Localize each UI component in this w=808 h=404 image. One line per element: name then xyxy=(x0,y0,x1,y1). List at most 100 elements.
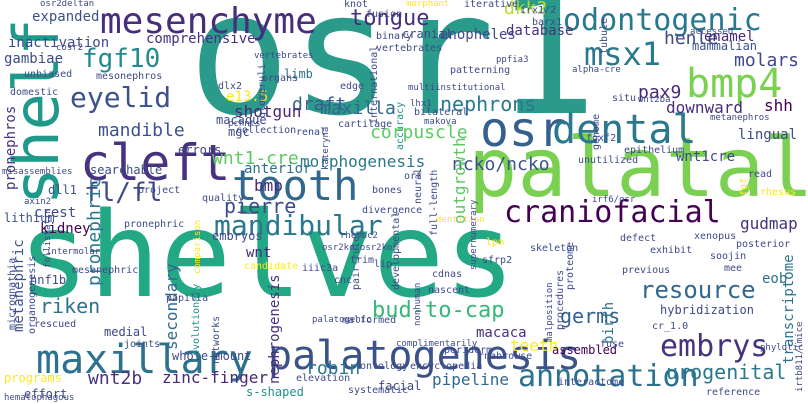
word-bmp: bmp xyxy=(254,176,283,195)
word-s-shaped: s-shaped xyxy=(246,385,304,399)
word-follistatin: follistatin xyxy=(43,208,53,268)
word-mgc: mgc xyxy=(228,125,250,139)
word-full-length: full-length xyxy=(429,169,440,236)
word-lithium: lithium xyxy=(4,211,55,225)
word-elevation: elevation xyxy=(296,373,351,384)
word-periderm: periderm xyxy=(444,345,493,356)
word-ontology: ontology xyxy=(360,361,409,372)
word-dentition: dentition xyxy=(436,215,485,225)
word-hnf1b: hnf1b xyxy=(30,273,67,287)
word-supernumerary: supernumerary xyxy=(469,199,479,270)
word-limb: limb xyxy=(284,67,313,81)
word-maxillary: maxillary xyxy=(36,337,253,383)
word-previous: previous xyxy=(622,265,671,276)
word-bud-to-cap: bud-to-cap xyxy=(372,298,505,323)
word-medial: medial xyxy=(104,325,148,339)
word-trim: trim xyxy=(350,255,375,266)
word-mesenchyme: mesenchyme xyxy=(100,1,317,42)
word-ncko/ncko: ncko/ncko xyxy=(452,154,550,175)
word-mesenephric: mesenephric xyxy=(72,265,139,276)
word-embryos: embryos xyxy=(212,229,263,243)
word-binary: binary xyxy=(376,31,413,42)
word-iiic3a: iiic3a xyxy=(302,263,339,274)
word-iterative: iterative xyxy=(464,0,519,10)
word-proteome: proteome xyxy=(565,241,576,290)
word-reference: reference xyxy=(706,387,761,398)
word-odontogenic: odontogenic xyxy=(563,3,762,38)
word-wnt1cre: wnt1cre xyxy=(676,149,736,165)
word-lip: lip xyxy=(374,259,393,270)
word-programs: programs xyxy=(4,371,62,385)
word-bmp4: bmp4 xyxy=(686,61,783,107)
word-embrys: embrys xyxy=(660,329,769,364)
word-systematic: systematic xyxy=(348,385,409,396)
word-maxilla: maxilla xyxy=(320,98,396,119)
word-database: database xyxy=(506,23,574,39)
word-craniofacial: craniofacial xyxy=(504,195,721,230)
word-cdnas: cdnas xyxy=(432,269,463,280)
word-nephrons: corpuscle xyxy=(370,122,468,143)
word-lingual: lingual xyxy=(738,127,798,143)
word-accuracy: accuracy xyxy=(395,101,406,150)
word-organs: organs xyxy=(262,73,299,84)
word-kidney: kidney xyxy=(40,221,91,237)
word-comprehensive: comprehensive xyxy=(146,31,256,47)
word-vertebrates: vertebrates xyxy=(376,43,443,54)
word-expanded: expanded xyxy=(32,9,100,25)
word-domestic: domestic xyxy=(10,87,59,98)
word-annotation: annotation xyxy=(518,359,699,394)
word-germs: germs xyxy=(560,304,621,328)
word-makova: makova xyxy=(424,117,457,127)
word-alpha-cre: alpha-cre xyxy=(572,65,621,75)
word-joints: joints xyxy=(124,339,161,350)
word-facial: facial xyxy=(378,379,422,393)
word-cr_1.0: cr_1.0 xyxy=(652,321,689,332)
word-cnc: cnc xyxy=(334,275,353,286)
word-enamel: enamel xyxy=(704,29,755,45)
word-mandibular: mandibular xyxy=(214,209,383,242)
word-fgf10: fgf10 xyxy=(82,44,161,74)
word-gudmap: gudmap xyxy=(740,214,798,233)
word-multiinstitutional: multiinstitutional xyxy=(408,83,506,93)
word-assembled: assembled xyxy=(552,343,618,357)
word-zinc-finger: zinc-finger xyxy=(162,368,268,387)
word-osr1: osr1 xyxy=(188,0,598,154)
word-cranial: cranial xyxy=(402,27,453,41)
word-foxf2: foxf2 xyxy=(586,133,617,144)
word-henle: henle xyxy=(664,28,719,49)
word-pchnts: pchnts xyxy=(228,119,261,129)
word-shotgun: shotgun xyxy=(234,102,302,121)
word-mammalian: mammalian xyxy=(692,39,758,53)
word-complimentarily: complimentarily xyxy=(396,339,478,349)
word-fusion: fusion xyxy=(366,9,403,20)
word-international: international xyxy=(369,45,380,124)
word-nascent: nascent xyxy=(428,285,471,296)
word-cleft: cleft xyxy=(80,134,231,192)
word-searchable: searchable xyxy=(90,163,163,177)
word-effort: effort xyxy=(24,387,68,401)
word-defect: defect xyxy=(620,233,657,244)
word-rescued: rescued xyxy=(34,319,77,330)
word-bilateral: bilateral xyxy=(414,107,469,118)
word-secondary: secondary xyxy=(162,263,181,350)
word-osr2deltan: osr2deltan xyxy=(40,0,95,9)
word-pronephric-small: pronephric xyxy=(124,219,185,230)
word-urogenital: urogenital xyxy=(666,360,787,384)
word-wnt2b: wnt2b xyxy=(88,368,143,389)
word-dlx2: dlx2 xyxy=(218,81,243,92)
word-corpuscle: nephrons xyxy=(440,92,537,116)
word-hybridization: hybridization xyxy=(660,303,754,317)
word-pierre: pierre xyxy=(224,194,297,218)
word-tongue: tongue xyxy=(350,6,430,31)
word-dental: dental xyxy=(552,107,697,153)
word-mandible: mandible xyxy=(98,120,185,141)
word-morphogenesis: morphogenesis xyxy=(300,152,426,171)
word-macaca: macaca xyxy=(476,325,527,341)
word-misassemblies: misassemblies xyxy=(2,167,73,177)
word-eob: eob xyxy=(762,271,788,287)
word-resource: resource xyxy=(640,276,756,304)
word-vertebrates: vertebrates xyxy=(254,51,314,61)
word-fuse: fuse xyxy=(600,339,625,350)
word-malformed: malformed xyxy=(342,315,397,326)
word-nephrogenesis: nephrogenesis xyxy=(267,274,283,384)
